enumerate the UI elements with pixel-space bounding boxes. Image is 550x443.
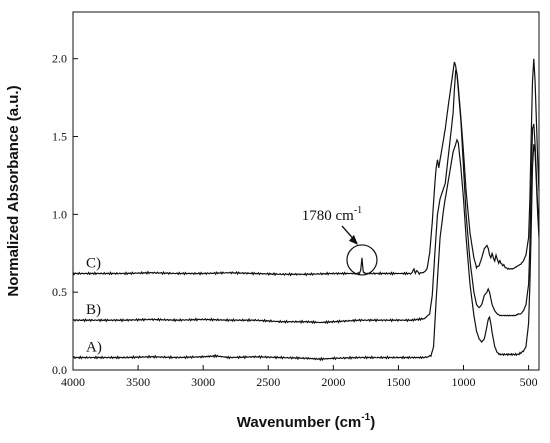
series-label-a: A)	[86, 340, 102, 356]
y-axis-title: Normalized Absorbance (a.u.)	[5, 85, 22, 296]
series-label-c: C)	[86, 255, 101, 271]
x-tick-label: 2500	[256, 375, 280, 389]
plot-frame	[72, 11, 540, 371]
series-line-a	[72, 138, 540, 362]
x-tick-label: 3500	[126, 375, 150, 389]
x-axis-title-superscript: -1	[361, 412, 370, 423]
peak-annotation-superscript: -1	[354, 205, 362, 216]
peak-annotation: 1780 cm-1	[302, 205, 378, 276]
peak-annotation-value: 1780 cm	[302, 208, 354, 224]
series-line-b	[72, 68, 540, 325]
y-tick-label: 1.0	[52, 207, 67, 221]
x-axis-ticks: 4000 3500 3000 2500 2000 1500 1000 500	[61, 365, 538, 389]
y-tick-label: 0.0	[52, 363, 67, 377]
y-tick-label: 0.5	[52, 285, 67, 299]
x-axis-title-tail: )	[370, 414, 375, 431]
y-tick-label: 2.0	[52, 52, 67, 66]
y-axis-ticks: 0.0 0.5 1.0 1.5 2.0	[52, 52, 78, 377]
x-tick-label: 2000	[321, 375, 345, 389]
series-label-b: B)	[86, 302, 101, 318]
spectra-lines	[72, 58, 540, 362]
x-tick-label: 500	[520, 375, 538, 389]
peak-annotation-label: 1780 cm-1	[302, 205, 362, 224]
x-tick-label: 1500	[386, 375, 410, 389]
y-tick-label: 1.5	[52, 130, 67, 144]
x-tick-label: 3000	[191, 375, 215, 389]
series-line-c	[72, 58, 540, 277]
x-tick-label: 4000	[61, 375, 85, 389]
x-tick-label: 1000	[452, 375, 476, 389]
peak-highlight-circle	[346, 244, 378, 276]
x-axis-title: Wavenumber (cm-1)	[237, 412, 375, 431]
peak-arrow-head	[348, 234, 358, 245]
series-labels: A) B) C)	[86, 255, 102, 355]
